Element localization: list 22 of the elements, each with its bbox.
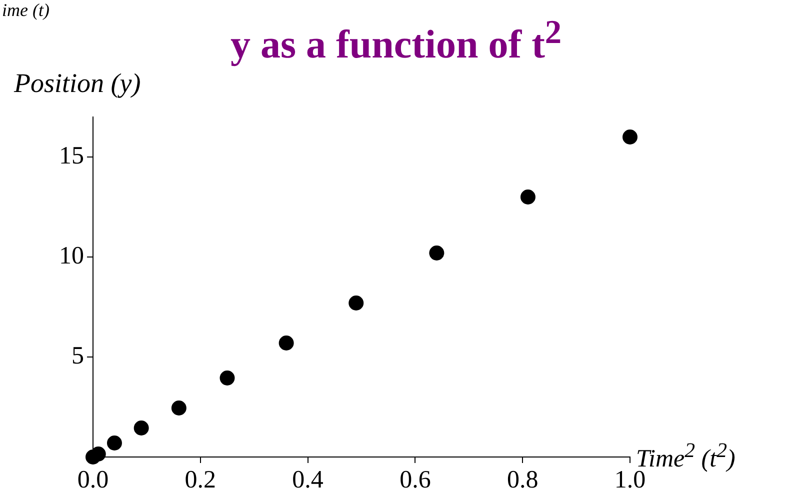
point bbox=[90, 446, 106, 462]
point bbox=[348, 296, 364, 310]
y-tick-label: 15 bbox=[59, 142, 84, 170]
point bbox=[106, 436, 122, 450]
point bbox=[622, 130, 638, 144]
point bbox=[171, 400, 186, 416]
x-tick-label: 0.6 bbox=[400, 466, 431, 494]
x-tick-label: 0.8 bbox=[506, 466, 538, 494]
point bbox=[220, 370, 235, 386]
y-axis-title: Position (y) bbox=[14, 68, 141, 99]
point bbox=[429, 246, 444, 260]
chart-title: y as a function of t$^{2}$ bbox=[230, 14, 562, 66]
text: ime (t) bbox=[2, 0, 50, 21]
x-tick-label: 0.0 bbox=[77, 466, 109, 494]
y-tick-label: 10 bbox=[59, 242, 84, 270]
x-tick-label: 1.0 bbox=[614, 466, 646, 494]
x-tick-label: 0.4 bbox=[292, 466, 324, 494]
point bbox=[134, 420, 149, 436]
point bbox=[520, 190, 536, 204]
point bbox=[278, 336, 294, 350]
y-tick-label: 5 bbox=[72, 342, 84, 370]
x-tick-label: 0.2 bbox=[184, 466, 216, 494]
